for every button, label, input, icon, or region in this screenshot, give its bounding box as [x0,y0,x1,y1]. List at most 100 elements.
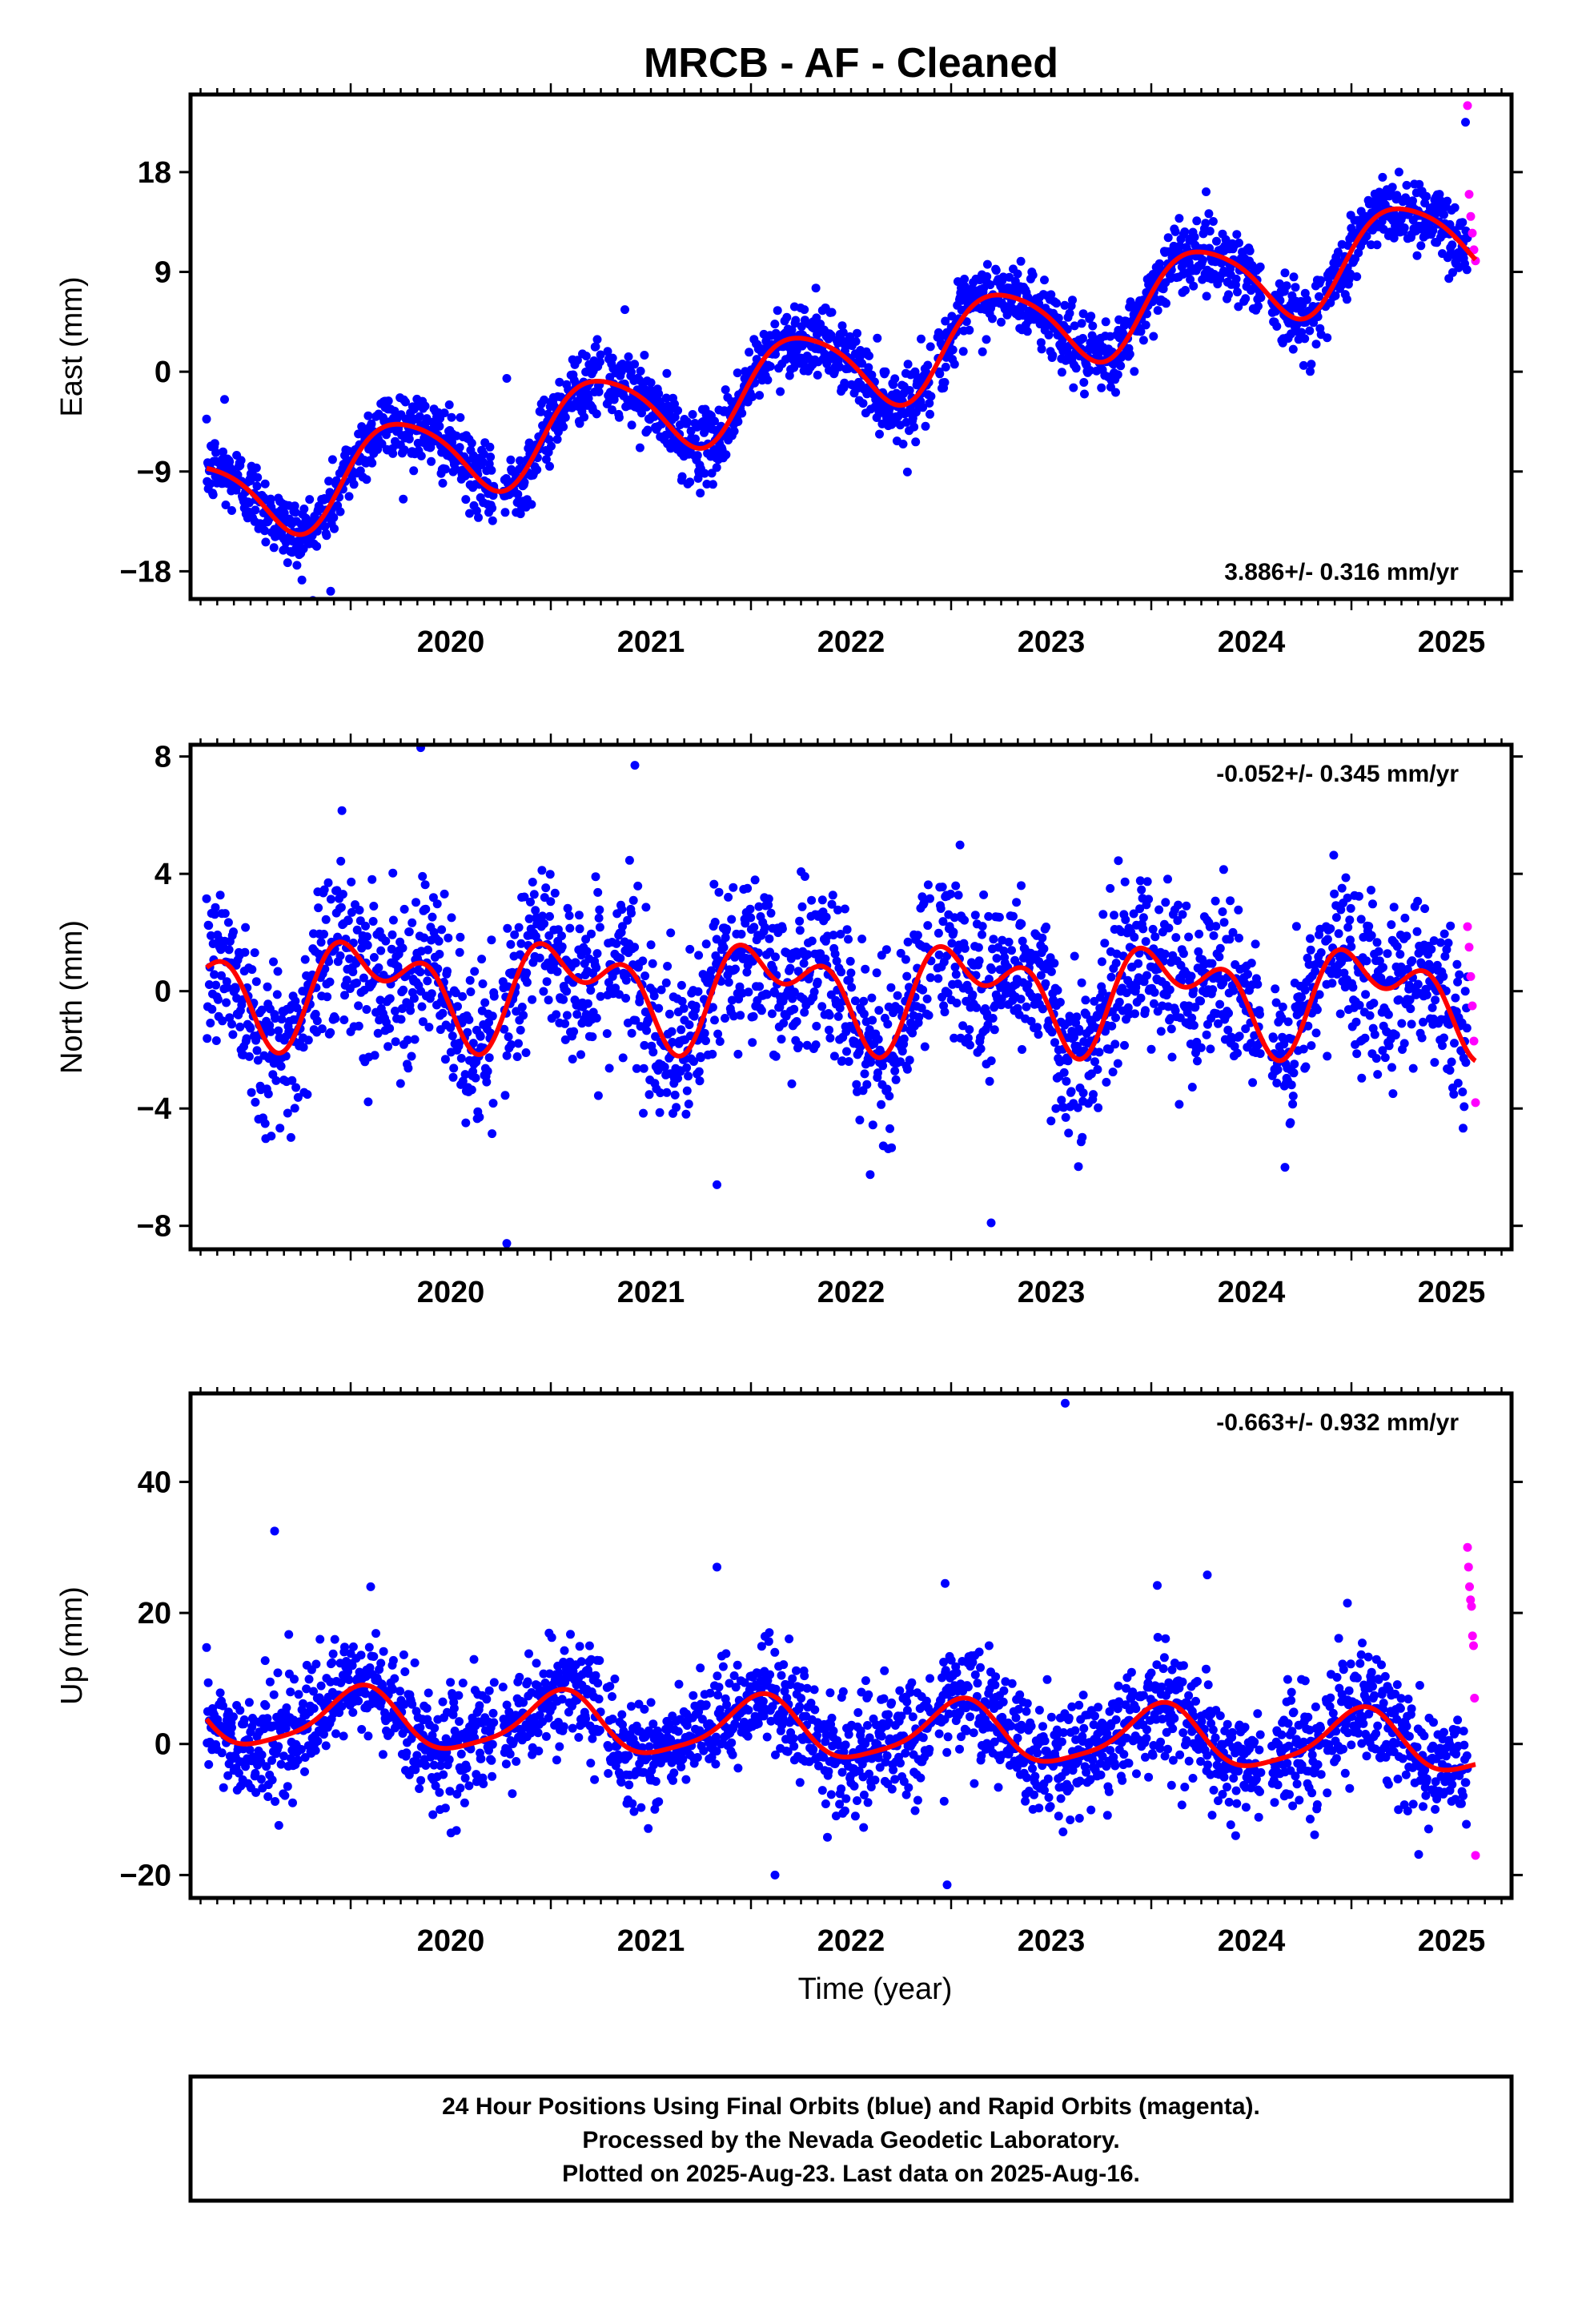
final-point [489,991,499,1001]
final-point [555,377,564,387]
final-point [257,1005,267,1015]
final-point [776,387,785,396]
final-point [406,1006,416,1015]
final-point [467,438,476,448]
final-point [923,880,933,890]
final-point [1346,903,1355,913]
rapid-point [1463,922,1472,931]
final-point [1088,321,1098,331]
final-point [550,888,560,898]
final-point [1130,367,1139,376]
final-point [1387,920,1396,930]
final-point [809,987,819,996]
final-point [1064,1128,1074,1138]
final-point [424,945,432,955]
final-point [1435,938,1445,947]
final-point [1173,916,1182,925]
final-point [960,915,970,925]
final-point [1269,1034,1279,1043]
final-point [688,410,697,419]
final-point [807,936,817,946]
final-point [905,1055,914,1065]
final-point [706,966,716,975]
final-point [1120,1040,1129,1050]
final-point [416,947,426,956]
final-point [443,967,452,976]
final-point [516,939,526,948]
final-point [1150,987,1159,997]
final-point [1306,945,1315,955]
final-point [926,894,934,903]
final-point [472,506,481,516]
final-point [713,1029,723,1039]
final-point [748,1038,757,1047]
final-point [978,922,987,931]
final-point [782,312,792,322]
final-point [545,911,554,921]
final-point [1108,1068,1118,1077]
final-point [1207,959,1217,968]
final-point [693,451,702,460]
final-point [890,374,900,384]
final-point [596,350,605,360]
final-point [1224,290,1233,300]
final-point [1360,1033,1370,1043]
final-point [1195,929,1204,939]
final-point [1211,922,1221,931]
final-point [1312,1005,1322,1015]
final-point [661,393,671,403]
final-point [789,987,799,997]
final-point [1412,927,1422,936]
final-point [236,456,246,465]
final-point [1300,985,1310,995]
final-point [208,490,218,500]
final-point [1204,209,1214,219]
final-point [283,558,292,568]
final-point [305,495,315,505]
final-point [207,1004,217,1014]
final-point [638,956,648,966]
final-point [1149,999,1158,1008]
final-point [811,283,821,293]
final-point [217,971,226,980]
final-point [316,938,326,947]
final-point [479,449,488,459]
final-point [1018,1045,1026,1054]
final-point [564,911,574,920]
final-point [1181,286,1190,295]
final-point [878,1061,888,1071]
final-point [1368,899,1377,909]
final-point [562,1011,572,1020]
final-point [373,1028,383,1038]
final-point [677,996,687,1006]
final-point [1066,1087,1076,1096]
final-point [536,407,545,416]
final-point [542,977,552,987]
final-point [727,995,737,1005]
final-point [327,455,337,464]
final-point [557,942,567,951]
final-point [881,367,890,376]
final-point [710,1015,719,1025]
final-point [403,1035,412,1045]
final-point [965,1025,974,1035]
final-point [721,1014,729,1023]
final-point [1141,1006,1150,1015]
final-point [917,1003,926,1013]
final-point [665,1009,674,1019]
final-point [452,431,461,440]
final-point [251,1097,260,1107]
final-point [1450,1039,1459,1048]
final-point [1397,1019,1407,1028]
final-point [506,939,516,949]
final-point [673,1074,683,1083]
final-point [1079,378,1089,387]
final-point [1430,1058,1439,1068]
final-point [521,1048,531,1057]
final-point [919,899,929,908]
y-tick-label: −4 [137,1092,171,1126]
final-point [694,1067,704,1076]
final-point [602,1029,612,1039]
final-point [244,498,254,508]
final-point [314,903,323,913]
